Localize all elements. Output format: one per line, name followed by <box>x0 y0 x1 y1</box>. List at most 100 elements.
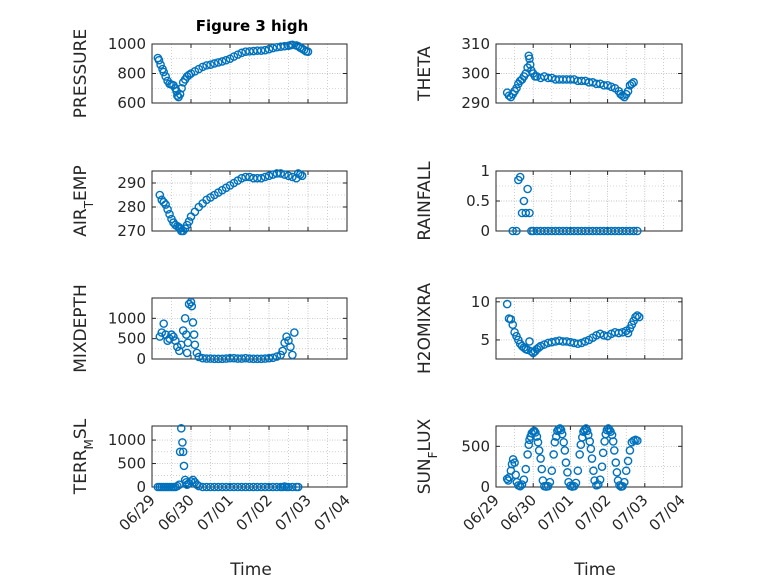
data-point <box>600 437 609 446</box>
y-axis-label: THETA <box>415 46 435 102</box>
data-point <box>537 464 547 474</box>
data-point <box>555 424 565 433</box>
data-point <box>594 480 603 489</box>
data-point <box>519 196 529 206</box>
data-point <box>587 454 597 463</box>
y-tick-label: 280 <box>117 198 146 216</box>
y-tick-label: 290 <box>461 94 490 112</box>
subplot-5: 0 500 1000 MIXDEPTH <box>71 284 348 373</box>
data-point <box>213 58 223 67</box>
data-point <box>531 428 540 437</box>
data-point <box>573 339 583 349</box>
data-point <box>559 437 569 447</box>
y-tick-label: 500 <box>117 455 146 473</box>
data-point <box>614 328 624 338</box>
data-point <box>179 461 189 471</box>
data-point <box>173 481 182 491</box>
data-point <box>629 226 638 236</box>
data-point <box>611 458 621 467</box>
x-tick-label: 07/02 <box>233 491 276 534</box>
data-point <box>156 60 165 69</box>
x-tick-label: 07/03 <box>608 491 651 534</box>
data-point <box>272 352 282 361</box>
data-point <box>582 426 592 436</box>
data-point <box>621 466 631 476</box>
data-point <box>186 297 196 307</box>
x-tick-label: 07/02 <box>571 491 614 534</box>
data-point <box>276 169 286 178</box>
y-tick-label: 1000 <box>108 431 146 449</box>
axes-box <box>151 170 348 232</box>
data-point <box>623 328 633 338</box>
data-point <box>206 60 215 69</box>
data-point <box>595 475 605 484</box>
data-point <box>629 78 638 87</box>
data-point <box>161 200 170 209</box>
data-point <box>549 450 558 459</box>
data-point <box>272 169 282 178</box>
y-axis-label: AIRTEMP <box>71 165 96 236</box>
data-point <box>178 447 188 457</box>
data-point <box>634 312 644 322</box>
data-point <box>290 328 299 337</box>
y-tick-label: 5 <box>480 331 490 349</box>
data-point <box>598 448 608 458</box>
data-point <box>268 170 278 179</box>
data-point <box>177 83 186 93</box>
data-point <box>245 172 254 182</box>
data-point <box>293 482 303 492</box>
subplot-3: 270 280 290 AIRTEMP <box>71 165 348 240</box>
data-point <box>278 346 287 356</box>
data-point <box>612 468 622 477</box>
data-point <box>182 348 192 358</box>
data-point <box>288 350 297 360</box>
data-point <box>625 446 635 455</box>
data-point <box>633 436 642 445</box>
data-point <box>221 55 231 65</box>
data-point <box>155 332 165 341</box>
data-point <box>523 450 532 459</box>
data-point <box>264 353 274 363</box>
data-point <box>532 432 542 441</box>
y-tick-label: 500 <box>117 330 146 348</box>
y-tick-label: 1000 <box>108 309 146 327</box>
data-point <box>241 172 250 182</box>
data-point <box>597 462 607 471</box>
data-point <box>525 54 534 64</box>
data-point <box>268 353 278 363</box>
data-point <box>511 470 521 480</box>
data-point <box>282 332 291 341</box>
data-point <box>175 89 185 99</box>
y-tick-label: 290 <box>117 174 146 192</box>
data-point <box>280 170 289 179</box>
data-point <box>545 477 555 487</box>
x-tick-label: 06/29 <box>116 491 159 534</box>
y-tick-label: 0 <box>136 350 146 368</box>
data-point <box>272 42 282 52</box>
y-tick-label: 0 <box>136 478 146 496</box>
data-point <box>571 478 581 488</box>
y-tick-label: 270 <box>117 222 146 240</box>
data-point <box>589 466 598 476</box>
data-point <box>524 440 534 450</box>
data-point <box>297 171 307 181</box>
data-point <box>560 446 570 455</box>
data-point <box>264 44 274 54</box>
data-point <box>512 83 521 93</box>
data-point <box>523 184 532 194</box>
data-point <box>508 226 518 236</box>
data-point <box>608 437 618 446</box>
data-point <box>176 424 186 433</box>
data-point <box>547 466 557 476</box>
data-point <box>190 207 200 217</box>
y-tick-label: 0 <box>480 478 490 496</box>
axes-box <box>495 297 683 360</box>
data-point <box>260 172 270 182</box>
data-point <box>264 171 274 181</box>
subplot-6: 5 10 H2OMIXRA <box>415 283 683 374</box>
data-point <box>515 172 525 182</box>
